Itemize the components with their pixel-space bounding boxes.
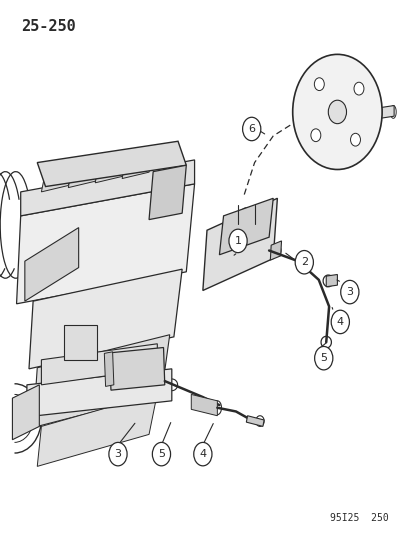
Circle shape: [313, 78, 323, 91]
Polygon shape: [109, 348, 164, 390]
Polygon shape: [17, 184, 194, 304]
Polygon shape: [21, 160, 194, 216]
Polygon shape: [41, 165, 72, 192]
Text: 3: 3: [114, 449, 121, 459]
Circle shape: [193, 442, 211, 466]
Polygon shape: [29, 269, 182, 369]
Polygon shape: [68, 160, 99, 188]
Polygon shape: [325, 274, 337, 287]
Circle shape: [350, 133, 360, 146]
Circle shape: [242, 117, 260, 141]
Polygon shape: [64, 325, 97, 360]
Circle shape: [314, 346, 332, 370]
Polygon shape: [246, 416, 263, 426]
Text: 2: 2: [300, 257, 307, 267]
Circle shape: [340, 280, 358, 304]
Polygon shape: [379, 106, 393, 118]
Polygon shape: [149, 165, 186, 220]
Polygon shape: [270, 241, 281, 260]
Circle shape: [228, 229, 247, 253]
Text: 1: 1: [234, 236, 241, 246]
Polygon shape: [219, 198, 273, 255]
Polygon shape: [37, 141, 186, 187]
Circle shape: [294, 251, 313, 274]
Text: 5: 5: [320, 353, 326, 363]
Polygon shape: [202, 198, 277, 290]
Polygon shape: [12, 385, 39, 440]
Text: 95I25  250: 95I25 250: [330, 513, 388, 523]
Text: 6: 6: [248, 124, 254, 134]
Circle shape: [353, 82, 363, 95]
Polygon shape: [37, 393, 157, 466]
Text: 4: 4: [199, 449, 206, 459]
Polygon shape: [122, 151, 153, 179]
Text: 25-250: 25-250: [21, 19, 75, 34]
Circle shape: [330, 310, 349, 334]
Polygon shape: [191, 394, 217, 416]
Polygon shape: [41, 344, 157, 385]
Polygon shape: [25, 228, 78, 301]
Text: 4: 4: [336, 317, 343, 327]
Circle shape: [292, 54, 381, 169]
Text: 5: 5: [158, 449, 164, 459]
Polygon shape: [104, 352, 114, 386]
Text: 3: 3: [346, 287, 352, 297]
Polygon shape: [33, 335, 169, 427]
Circle shape: [310, 129, 320, 142]
Polygon shape: [27, 369, 171, 417]
Circle shape: [109, 442, 127, 466]
Polygon shape: [95, 155, 126, 183]
Circle shape: [152, 442, 170, 466]
Circle shape: [328, 100, 346, 124]
